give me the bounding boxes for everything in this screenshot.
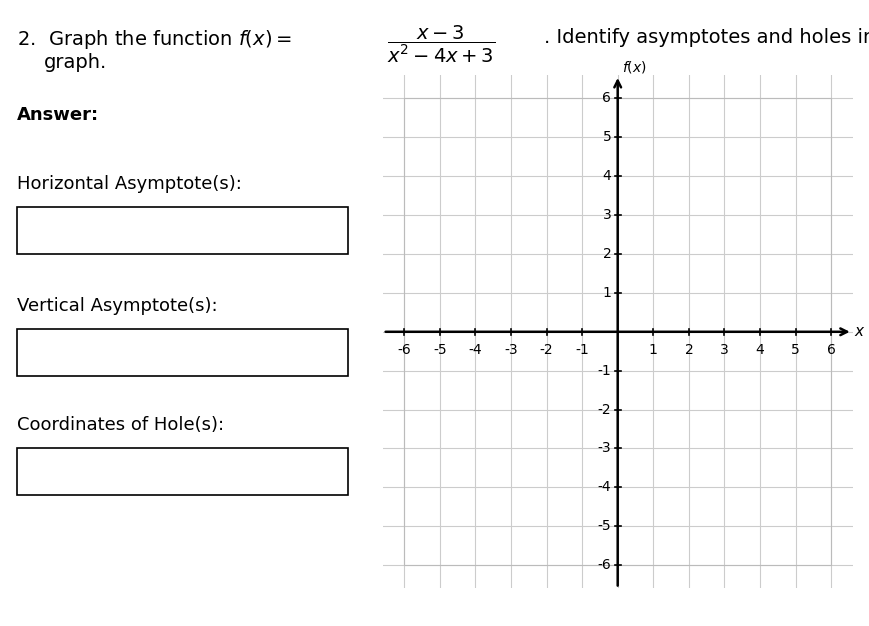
Text: Horizontal Asymptote(s):: Horizontal Asymptote(s):	[17, 175, 242, 193]
Text: -5: -5	[597, 519, 611, 533]
Text: 1: 1	[601, 286, 611, 300]
Text: $x$: $x$	[853, 324, 865, 339]
Text: -3: -3	[503, 342, 517, 357]
Text: -2: -2	[597, 403, 611, 416]
Text: 4: 4	[602, 169, 611, 183]
Text: $\dfrac{x-3}{x^2-4x+3}$: $\dfrac{x-3}{x^2-4x+3}$	[387, 24, 495, 65]
Text: . Identify asymptotes and holes in the: . Identify asymptotes and holes in the	[543, 28, 869, 47]
Text: 3: 3	[720, 342, 728, 357]
Text: $f(x)$: $f(x)$	[621, 59, 646, 75]
Text: -4: -4	[597, 480, 611, 495]
Text: -1: -1	[597, 364, 611, 377]
Text: 2.  Graph the function $f(x) = $: 2. Graph the function $f(x) = $	[17, 28, 292, 51]
Text: 2: 2	[684, 342, 693, 357]
Text: -4: -4	[468, 342, 481, 357]
Text: 3: 3	[602, 208, 611, 222]
Text: -3: -3	[597, 441, 611, 456]
Text: 6: 6	[826, 342, 835, 357]
Text: 5: 5	[602, 130, 611, 145]
Text: 5: 5	[791, 342, 799, 357]
Text: Vertical Asymptote(s):: Vertical Asymptote(s):	[17, 297, 218, 316]
Text: -1: -1	[574, 342, 588, 357]
Text: 6: 6	[601, 91, 611, 105]
Text: -6: -6	[397, 342, 410, 357]
Text: graph.: graph.	[43, 53, 107, 72]
Text: 4: 4	[755, 342, 764, 357]
Text: Coordinates of Hole(s):: Coordinates of Hole(s):	[17, 416, 224, 434]
Text: 1: 1	[648, 342, 657, 357]
Text: -5: -5	[433, 342, 446, 357]
Text: -6: -6	[597, 558, 611, 572]
Text: -2: -2	[539, 342, 553, 357]
Text: Answer:: Answer:	[17, 106, 99, 125]
Text: 2: 2	[602, 247, 611, 261]
